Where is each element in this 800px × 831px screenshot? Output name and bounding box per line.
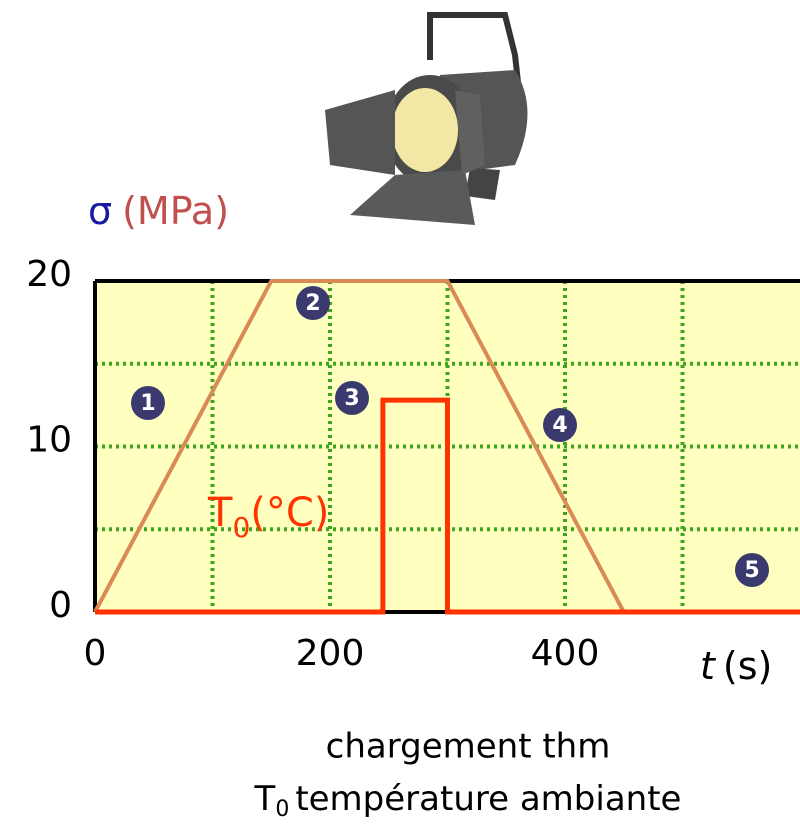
annotation-number: 1 bbox=[140, 391, 155, 416]
text: température ambiante bbox=[295, 779, 681, 819]
subscript: 0 bbox=[232, 511, 250, 544]
subscript: 0 bbox=[275, 797, 289, 822]
annotation-number: 5 bbox=[744, 558, 759, 583]
sigma: σ bbox=[88, 189, 112, 233]
caption-line: T0 température ambiante bbox=[254, 779, 682, 823]
y-tick-label: 10 bbox=[26, 420, 72, 461]
x-tick-label: 200 bbox=[296, 633, 365, 674]
caption-line: chargement thm bbox=[326, 727, 611, 767]
annotation-number: 3 bbox=[344, 386, 359, 411]
x-tick-label: 400 bbox=[531, 633, 600, 674]
annotation-circle bbox=[543, 408, 577, 442]
spotlight-illustration bbox=[325, 12, 528, 225]
unit: (s) bbox=[723, 644, 772, 688]
unit: (°C) bbox=[250, 490, 329, 536]
series-line bbox=[95, 397, 800, 615]
series-label: T0(°C) bbox=[207, 490, 329, 544]
annotation-circle bbox=[735, 553, 769, 587]
t: t bbox=[700, 644, 717, 688]
annotation-circle bbox=[131, 386, 165, 420]
y-tick-label: 20 bbox=[26, 254, 72, 295]
y-tick-label: 0 bbox=[49, 585, 72, 626]
symbol: T bbox=[207, 490, 233, 536]
annotation-number: 4 bbox=[552, 413, 567, 438]
annotation-circle bbox=[335, 381, 369, 415]
x-tick-label: 0 bbox=[84, 633, 107, 674]
symbol: T bbox=[254, 779, 276, 819]
y-axis-title: σ (MPa) bbox=[88, 189, 229, 233]
x-axis-title: t (s) bbox=[700, 644, 772, 688]
unit: (MPa) bbox=[122, 189, 229, 233]
annotation-circle bbox=[296, 286, 330, 320]
annotation-number: 2 bbox=[305, 291, 320, 316]
